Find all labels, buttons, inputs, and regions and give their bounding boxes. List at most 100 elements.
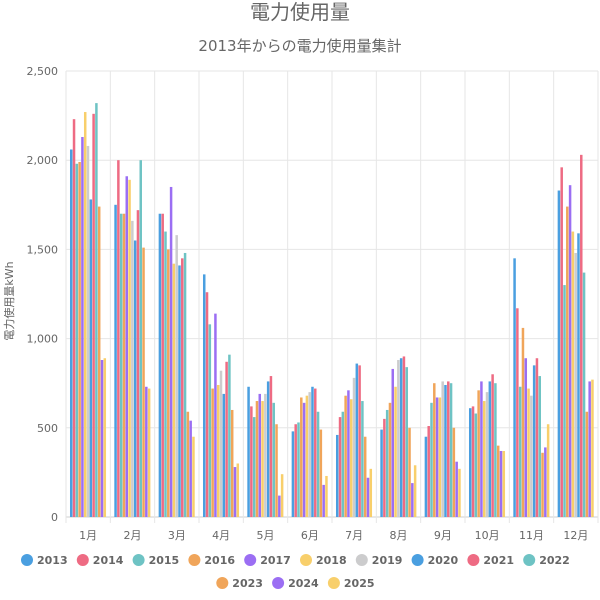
bar-2015-2[interactable] — [119, 213, 123, 517]
bar-2025-5[interactable] — [280, 474, 284, 517]
bar-2024-4[interactable] — [233, 467, 237, 517]
bar-2021-7[interactable] — [358, 365, 361, 517]
bar-2018-5[interactable] — [261, 401, 264, 517]
bar-2025-3[interactable] — [192, 436, 195, 517]
bar-2014-3[interactable] — [161, 213, 164, 517]
bar-2015-5[interactable] — [252, 417, 256, 517]
bar-2023-8[interactable] — [408, 427, 411, 517]
bar-2013-4[interactable] — [202, 274, 206, 517]
bar-2022-1[interactable] — [95, 103, 98, 517]
bar-2024-1[interactable] — [100, 360, 104, 517]
legend-item-2013[interactable]: 2013 — [21, 554, 68, 567]
bar-2015-10[interactable] — [474, 413, 478, 517]
bar-2015-4[interactable] — [208, 324, 212, 517]
bar-2023-4[interactable] — [230, 409, 234, 517]
bar-2020-3[interactable] — [178, 265, 181, 517]
bar-2014-12[interactable] — [560, 167, 563, 517]
bar-2024-12[interactable] — [588, 381, 591, 517]
legend-item-2019[interactable]: 2019 — [355, 554, 403, 567]
bar-2014-7[interactable] — [338, 417, 342, 517]
legend-item-2025[interactable]: 2025 — [327, 577, 375, 590]
bar-2025-11[interactable] — [546, 424, 550, 517]
bar-2014-9[interactable] — [427, 426, 430, 517]
bar-2019-11[interactable] — [530, 395, 533, 517]
bar-2020-10[interactable] — [488, 381, 492, 517]
bar-2024-6[interactable] — [322, 484, 325, 517]
bar-2024-11[interactable] — [544, 447, 547, 517]
bar-2025-12[interactable] — [591, 379, 594, 517]
bar-2024-2[interactable] — [145, 386, 148, 517]
bar-2017-5[interactable] — [258, 393, 262, 517]
bar-2014-4[interactable] — [205, 292, 209, 517]
bar-2014-1[interactable] — [72, 119, 76, 517]
bar-2025-2[interactable] — [147, 388, 151, 517]
bar-2013-11[interactable] — [513, 258, 516, 517]
bar-2013-1[interactable] — [69, 149, 73, 517]
bar-2013-5[interactable] — [247, 386, 250, 517]
legend-item-2014[interactable]: 2014 — [76, 554, 124, 567]
bar-2021-9[interactable] — [447, 381, 450, 517]
bar-2021-5[interactable] — [269, 376, 273, 517]
bar-2019-10[interactable] — [485, 392, 489, 517]
bar-2016-6[interactable] — [300, 397, 303, 517]
bar-2015-7[interactable] — [341, 411, 345, 517]
bar-2017-4[interactable] — [214, 313, 217, 517]
bar-2022-3[interactable] — [183, 252, 187, 517]
bar-2018-3[interactable] — [172, 263, 176, 517]
bar-2020-12[interactable] — [577, 233, 580, 517]
bar-2017-8[interactable] — [391, 368, 395, 517]
bar-2018-4[interactable] — [216, 384, 220, 517]
bar-2021-4[interactable] — [225, 361, 228, 517]
bar-2025-7[interactable] — [369, 468, 373, 517]
bar-2020-4[interactable] — [222, 393, 226, 517]
bar-2014-2[interactable] — [117, 160, 120, 517]
bar-2016-1[interactable] — [78, 161, 81, 517]
bar-2014-6[interactable] — [294, 424, 297, 517]
bar-2017-7[interactable] — [347, 390, 350, 517]
bar-2022-5[interactable] — [272, 402, 275, 517]
bar-2024-8[interactable] — [411, 483, 414, 517]
bar-2023-6[interactable] — [319, 429, 323, 517]
bar-2016-3[interactable] — [167, 249, 170, 517]
legend-item-2023[interactable]: 2023 — [216, 577, 263, 590]
bar-2020-8[interactable] — [399, 358, 403, 517]
bar-2022-10[interactable] — [494, 383, 497, 517]
bar-2024-5[interactable] — [278, 495, 281, 517]
bar-2025-8[interactable] — [413, 465, 417, 517]
bar-2013-3[interactable] — [158, 213, 162, 517]
bar-2022-2[interactable] — [139, 160, 142, 517]
bar-2021-11[interactable] — [535, 358, 539, 517]
bar-2021-8[interactable] — [402, 356, 406, 517]
bar-2018-1[interactable] — [83, 112, 87, 518]
bar-2019-12[interactable] — [574, 252, 577, 517]
bar-2016-7[interactable] — [344, 395, 347, 517]
legend-item-2016[interactable]: 2016 — [188, 554, 235, 567]
bar-2021-1[interactable] — [92, 113, 95, 517]
bar-2019-3[interactable] — [175, 235, 178, 518]
bar-2019-4[interactable] — [219, 370, 223, 517]
bar-2017-1[interactable] — [81, 137, 84, 517]
bar-2019-6[interactable] — [308, 392, 311, 517]
bar-2016-2[interactable] — [122, 213, 126, 517]
bar-2023-1[interactable] — [97, 206, 101, 518]
bar-2021-3[interactable] — [181, 258, 184, 517]
bar-2013-6[interactable] — [291, 431, 295, 517]
bar-2024-10[interactable] — [499, 450, 503, 517]
bar-2023-5[interactable] — [275, 424, 278, 517]
legend-item-2018[interactable]: 2018 — [300, 554, 347, 567]
bar-2024-9[interactable] — [455, 461, 458, 517]
bar-2023-11[interactable] — [541, 452, 544, 517]
bar-2025-6[interactable] — [325, 475, 328, 517]
bar-2019-8[interactable] — [397, 360, 400, 517]
bar-2014-5[interactable] — [250, 406, 253, 517]
bar-2016-11[interactable] — [521, 327, 525, 517]
bar-2016-5[interactable] — [255, 401, 259, 517]
bar-2022-11[interactable] — [538, 376, 541, 517]
bar-2023-7[interactable] — [363, 436, 367, 517]
bar-2013-8[interactable] — [380, 429, 383, 517]
bar-2018-11[interactable] — [527, 388, 530, 517]
bar-2021-2[interactable] — [136, 210, 140, 518]
bar-2020-2[interactable] — [133, 240, 137, 518]
bar-2013-2[interactable] — [114, 204, 117, 518]
bar-2015-9[interactable] — [430, 402, 433, 517]
